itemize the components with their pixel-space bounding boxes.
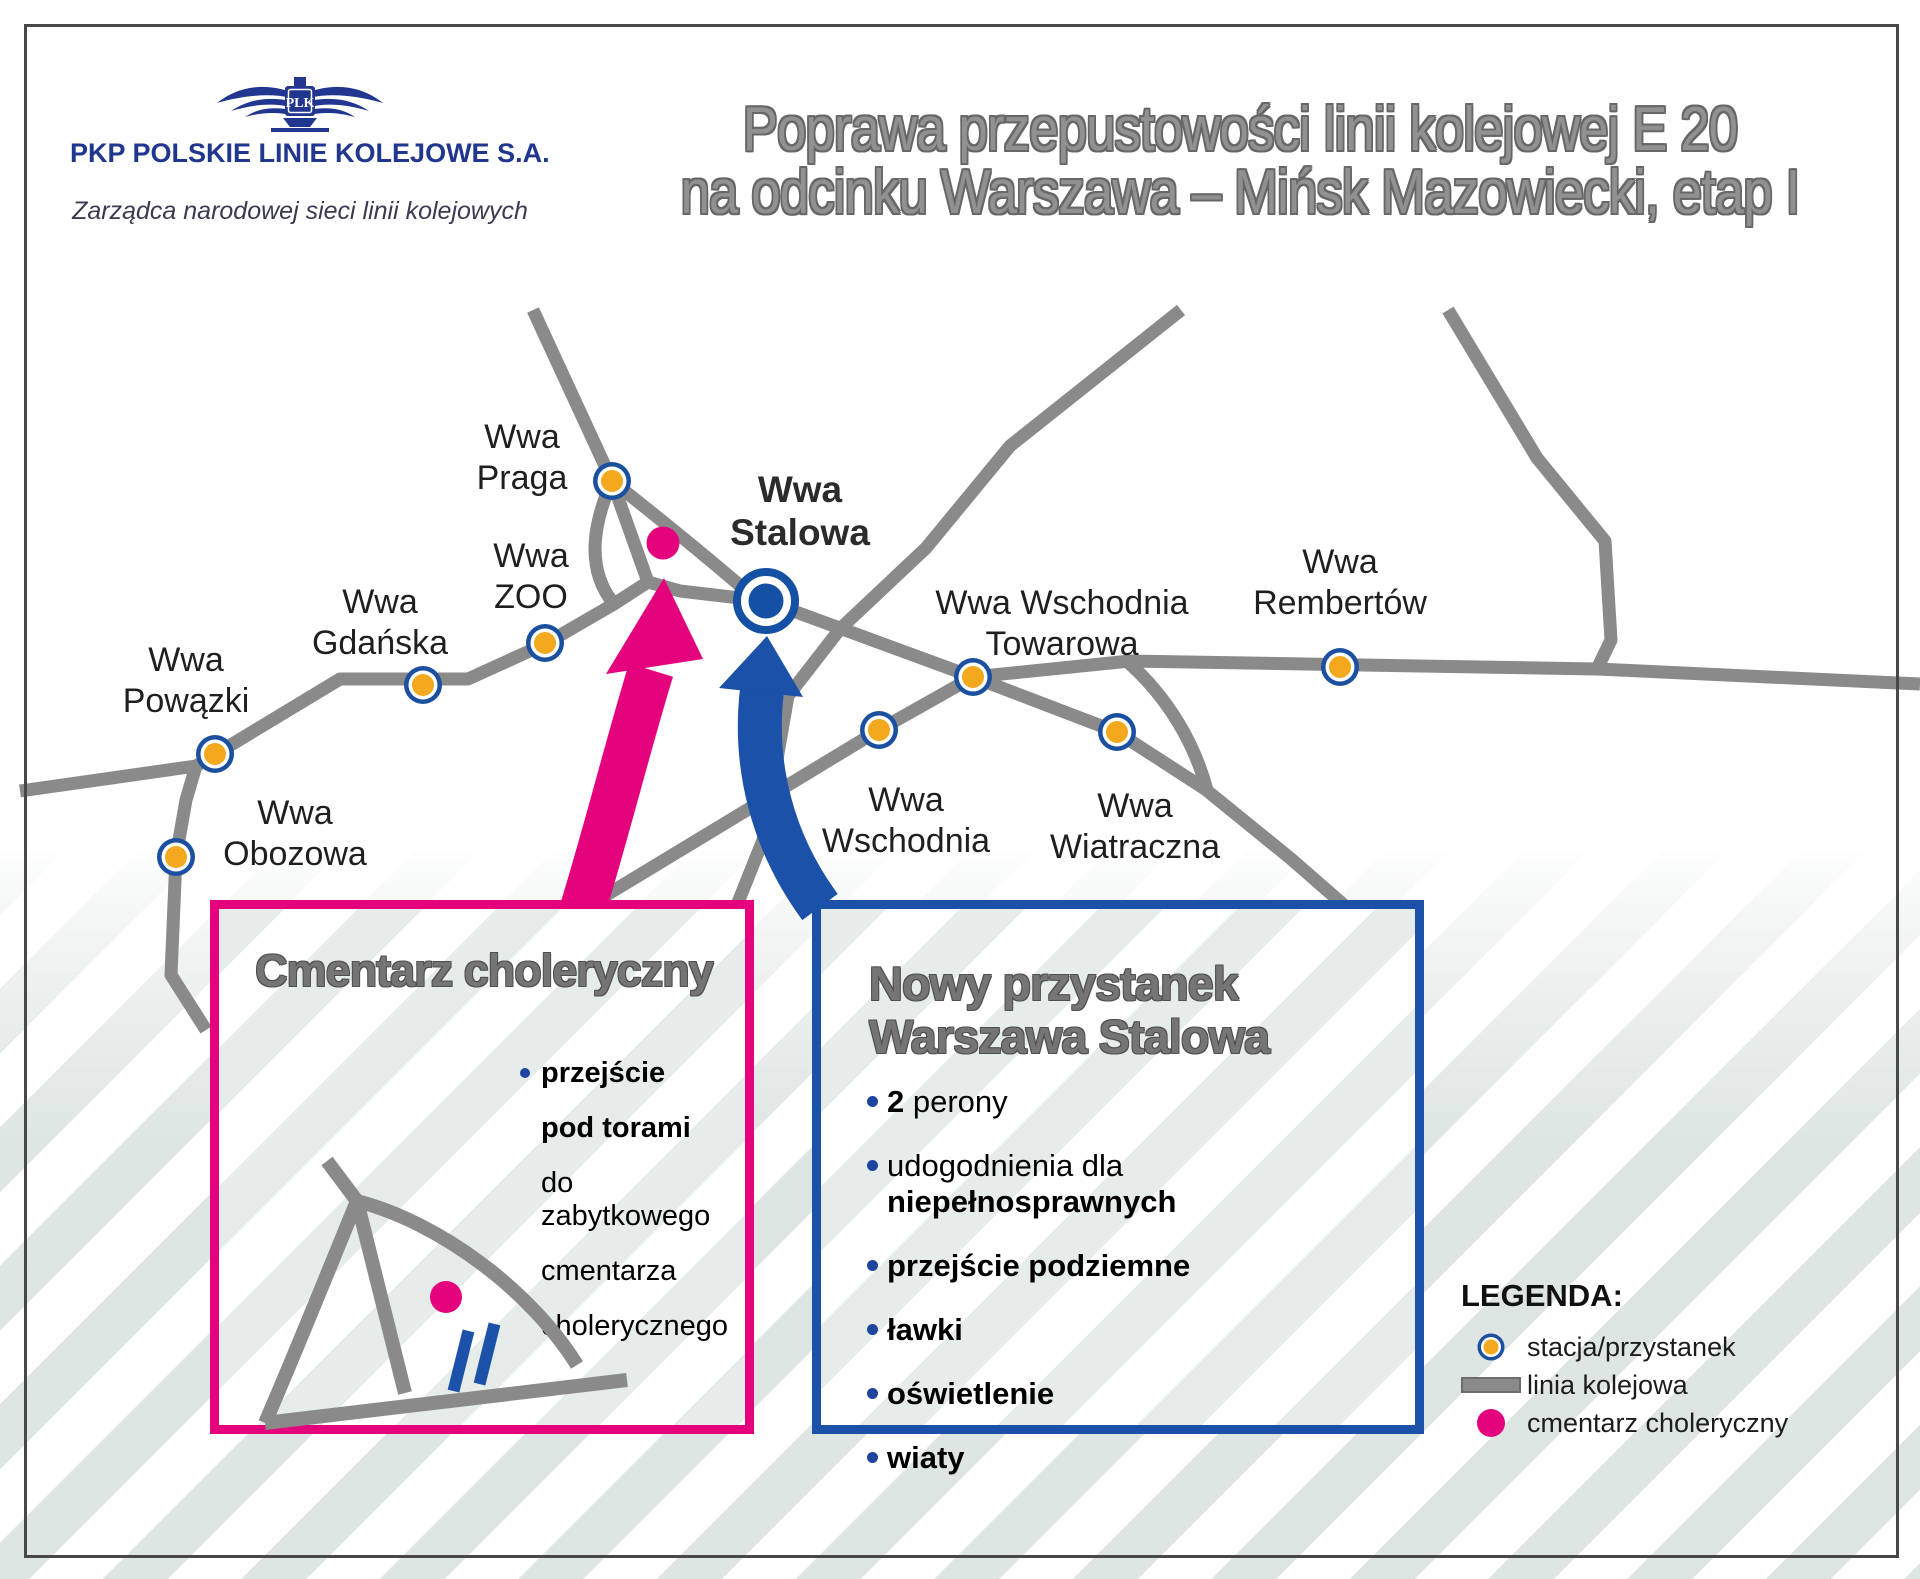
plk-winged-logo-icon: PLK [217, 77, 383, 132]
station-label-zoo: Wwa ZOO [493, 537, 569, 616]
railway-line-far-east-branch [1442, 306, 1618, 672]
pink-arrow-body [561, 663, 673, 915]
station-dot-wiatraczna [1098, 713, 1136, 751]
railway-line-obozowa-branch [164, 764, 212, 1034]
bullet-dot-icon [867, 1452, 878, 1463]
bullet-dot-icon [867, 1324, 878, 1335]
sketch-cemetery-dot [430, 1281, 462, 1313]
blue-arrow-head [719, 636, 803, 697]
bullet-dot-icon [867, 1260, 878, 1271]
station-label-praga: Wwa Praga [476, 418, 568, 497]
station-dot-stalowa-major [733, 568, 799, 634]
blue-box-bullet-list: 2 perony udogodnienia dla niepełnosprawn… [867, 1084, 1415, 1504]
page-title: Poprawa przepustowości linii kolejowej E… [662, 98, 1818, 224]
list-item: cholerycznego [541, 1310, 728, 1342]
sketch-bottom-line [264, 1373, 628, 1430]
legend: LEGENDA: stacja/przystanek linia kolejow… [1455, 1278, 1895, 1442]
page-title-line1: Poprawa przepustowości linii kolejowej E… [742, 95, 1738, 164]
station-dot-wschodnia [860, 711, 898, 749]
cholera-cemetery-callout-box: Cmentarz choleryczny przejście pod toram… [210, 900, 754, 1434]
station-dot-gdanska [404, 666, 442, 704]
pink-box-title: Cmentarz choleryczny [255, 945, 714, 996]
logo-block: PLK PKP POLSKIE LINIE KOLEJOWE S.A. Zarz… [70, 70, 550, 226]
list-item: przejście podziemne [867, 1248, 1415, 1284]
pink-arrow-head [606, 578, 703, 674]
sketch-top-line [321, 1156, 363, 1206]
station-label-obozowa: Wwa Obozowa [223, 794, 367, 873]
legend-row-station: stacja/przystanek [1455, 1328, 1895, 1366]
railway-line-praga-right-arc [607, 475, 757, 601]
station-label-wschodnia: Wwa Wschodnia [821, 781, 991, 860]
brand-tagline: Zarządca narodowej sieci linii kolejowyc… [72, 197, 528, 225]
list-item: pod torami [541, 1112, 691, 1144]
blue-arrow-body [737, 687, 838, 921]
cemetery-junction-sketch [258, 1156, 628, 1430]
railway-line-icon [1455, 1377, 1527, 1393]
bullet-dot-icon [520, 1068, 530, 1078]
list-item: do zabytkowego [541, 1167, 711, 1232]
list-item: oświetlenie [867, 1376, 1415, 1412]
cholera-cemetery-dot [646, 526, 680, 560]
bullet-dot-icon [867, 1388, 878, 1399]
bullet-dot-icon [867, 1160, 878, 1171]
callout-arrows [561, 578, 838, 921]
station-label-gdanska: Wwa Gdańska [311, 583, 449, 662]
legend-row-railway-line: linia kolejowa [1455, 1366, 1895, 1404]
list-item: udogodnienia dla niepełnosprawnych [867, 1148, 1415, 1220]
station-dot-praga [593, 462, 631, 500]
station-label-wschodnia-towarowa: Wwa Wschodnia Towarowa [935, 584, 1189, 663]
station-dot-obozowa [157, 838, 195, 876]
station-icon [1455, 1332, 1527, 1362]
legend-row-cemetery: cmentarz choleryczny [1455, 1404, 1895, 1442]
list-item: przejście [520, 1057, 745, 1090]
station-label-wiatraczna: Wwa Wiatraczna [1049, 787, 1221, 866]
list-item: wiaty [867, 1440, 1415, 1476]
svg-text:PLK: PLK [286, 96, 315, 111]
blue-box-title: Nowy przystanek Warszawa Stalowa [869, 957, 1270, 1063]
station-dot-zoo [526, 624, 564, 662]
station-label-stalowa: Wwa Stalowa [730, 469, 870, 553]
list-item: cmentarza [541, 1255, 677, 1287]
sketch-left-branch [258, 1198, 364, 1426]
new-stop-callout-box: Nowy przystanek Warszawa Stalowa 2 peron… [812, 900, 1424, 1475]
railway-line-praga-north [527, 307, 618, 484]
pink-box-bullet-list: przejście pod torami do zabytkowego cmen… [520, 1057, 745, 1365]
bullet-dot-icon [867, 1096, 878, 1107]
sketch-middle-spoke [350, 1199, 412, 1395]
brand-name: PKP POLSKIE LINIE KOLEJOWE S.A. [70, 138, 550, 168]
sketch-right-arc [355, 1194, 583, 1369]
cholera-cemetery-icon [1455, 1409, 1527, 1437]
page-title-line2: na odcinku Warszawa – Mińsk Mazowiecki, … [680, 158, 1801, 227]
list-item: 2 perony [867, 1084, 1415, 1120]
list-item: ławki [867, 1312, 1415, 1348]
legend-title: LEGENDA: [1461, 1278, 1623, 1313]
railway-line-south-branch [1123, 657, 1214, 792]
station-dot-powazki [196, 735, 234, 773]
sketch-underpass-bars-icon [447, 1322, 501, 1393]
station-label-rembertow: Wwa Rembertów [1253, 543, 1427, 622]
station-dots [157, 462, 1359, 876]
station-dot-rembertow [1321, 648, 1359, 686]
station-label-powazki: Wwa Powązki [122, 641, 250, 720]
